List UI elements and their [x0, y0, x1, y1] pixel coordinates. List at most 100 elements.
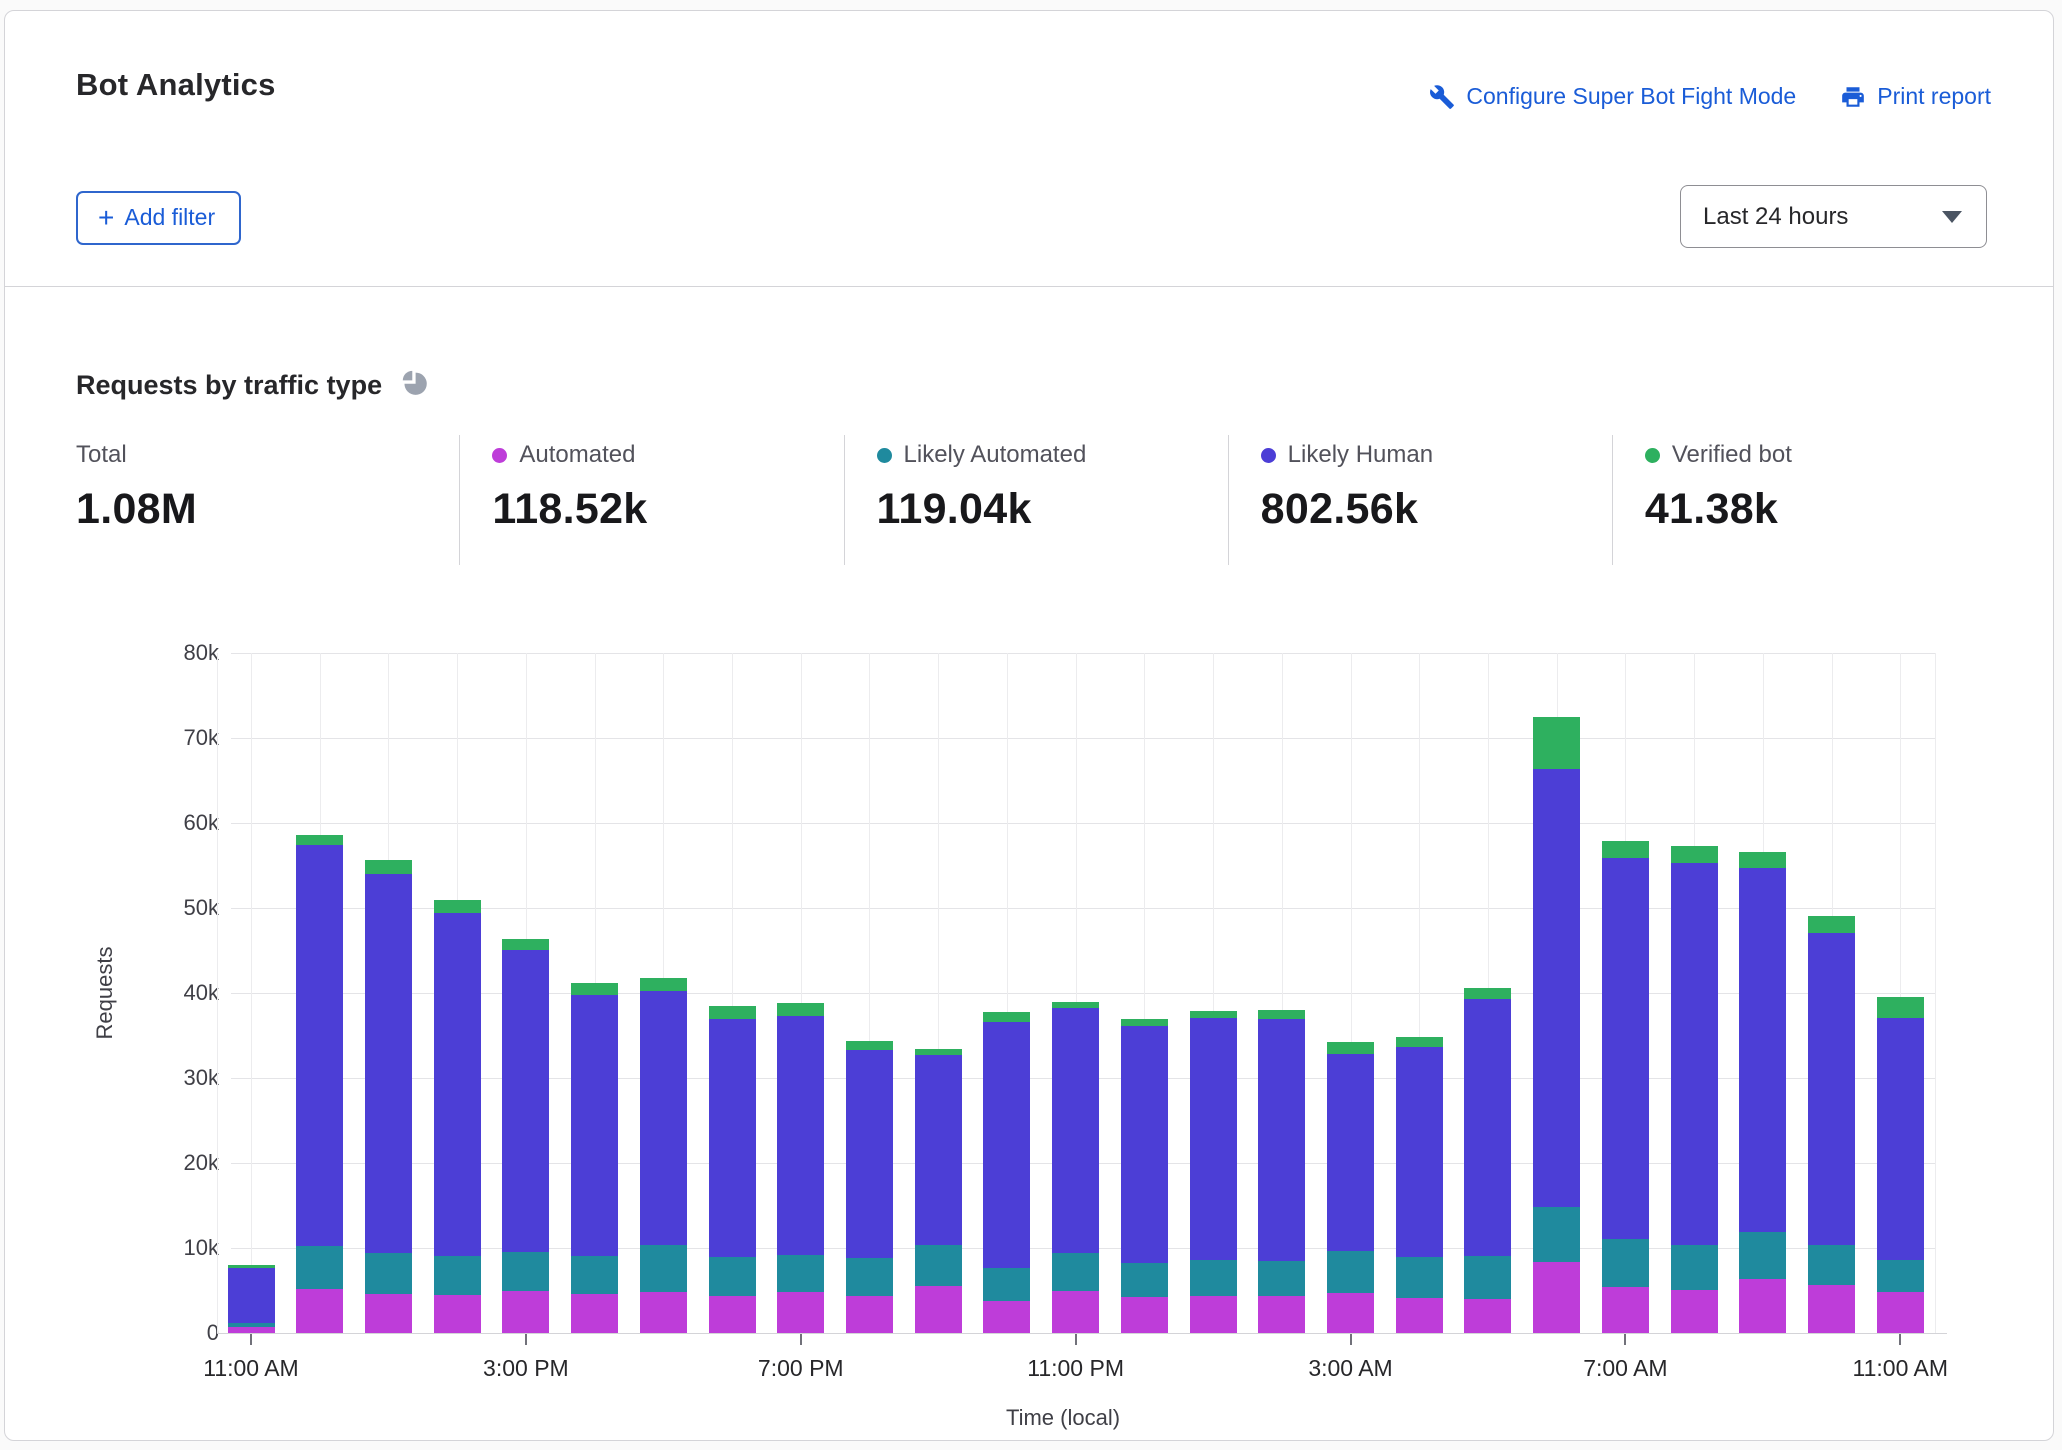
stacked-bar-12-00-pm[interactable]: [296, 834, 344, 1333]
x-gridline: [1213, 653, 1215, 1333]
bar-segment-automated: [1670, 1290, 1718, 1333]
y-gridline: [231, 993, 1935, 994]
y-axis-tick-label: 40k: [183, 980, 219, 1005]
stacked-bar-3-00-am[interactable]: [1327, 1042, 1375, 1333]
x-axis-line: [216, 1333, 1947, 1334]
plot-left-edge: [216, 653, 218, 1333]
stacked-bar-8-00-am[interactable]: [1670, 845, 1718, 1333]
bar-segment-likely-automated: [708, 1257, 756, 1296]
bar-segment-automated: [1052, 1291, 1100, 1333]
bar-segment-likely-human: [777, 1015, 825, 1255]
bar-segment-automated: [983, 1300, 1031, 1333]
bar-segment-likely-automated: [296, 1246, 344, 1289]
stacked-bar-6-00-am[interactable]: [1533, 716, 1581, 1333]
stacked-bar-2-00-am[interactable]: [1258, 1010, 1306, 1333]
x-axis-tick: [799, 1334, 802, 1345]
bar-segment-automated: [433, 1294, 481, 1333]
header-divider: [5, 286, 2053, 287]
bar-segment-likely-automated: [1533, 1207, 1581, 1262]
bar-segment-verified-bot: [1876, 997, 1924, 1018]
bar-segment-likely-automated: [1189, 1259, 1237, 1297]
bar-segment-likely-automated: [1739, 1231, 1787, 1280]
bar-segment-likely-human: [502, 950, 550, 1253]
stat-total[interactable]: Total 1.08M: [76, 435, 459, 565]
bar-segment-likely-automated: [1120, 1263, 1168, 1298]
time-range-dropdown[interactable]: Last 24 hours: [1680, 185, 1987, 248]
bar-segment-likely-automated: [777, 1254, 825, 1293]
bar-segment-automated: [1601, 1287, 1649, 1333]
bar-segment-automated: [502, 1291, 550, 1333]
stacked-bar-11-00-pm[interactable]: [1052, 1001, 1100, 1334]
y-gridline: [231, 908, 1935, 909]
bar-segment-verified-bot: [1189, 1010, 1237, 1018]
bar-segment-automated: [1533, 1262, 1581, 1333]
bar-segment-verified-bot: [639, 977, 687, 992]
chevron-down-icon: [1942, 210, 1962, 223]
stat-likely-automated[interactable]: Likely Automated 119.04k: [843, 435, 1228, 565]
stat-verified-bot-label: Verified bot: [1671, 441, 1792, 468]
bar-segment-verified-bot: [296, 834, 344, 846]
bar-segment-likely-human: [1120, 1026, 1168, 1264]
stacked-bar-10-00-pm[interactable]: [983, 1011, 1031, 1333]
stacked-bar-1-00-am[interactable]: [1189, 1010, 1237, 1333]
bar-segment-automated: [571, 1293, 619, 1333]
x-axis-tick: [524, 1334, 527, 1345]
bar-segment-likely-human: [914, 1055, 962, 1246]
add-filter-label: Add filter: [124, 204, 216, 230]
x-axis-tick-label: 11:00 AM: [1852, 1355, 1948, 1381]
stacked-bar-5-00-pm[interactable]: [639, 977, 687, 1333]
stat-likely-human-label: Likely Human: [1287, 441, 1434, 468]
bar-segment-automated: [1189, 1296, 1237, 1333]
x-axis-tick: [1624, 1334, 1627, 1345]
bar-segment-likely-automated: [1327, 1251, 1375, 1294]
y-axis-tick-label: 70k: [183, 725, 219, 750]
bar-segment-likely-automated: [983, 1268, 1031, 1301]
x-axis-tick-label: 11:00 PM: [1027, 1355, 1124, 1381]
plus-icon: +: [98, 201, 115, 233]
bar-segment-automated: [777, 1292, 825, 1333]
stacked-bar-12-00-am[interactable]: [1120, 1019, 1168, 1333]
bar-segment-verified-bot: [502, 939, 550, 951]
bar-segment-likely-automated: [1601, 1238, 1649, 1288]
x-gridline: [1144, 653, 1146, 1333]
add-filter-button[interactable]: + Add filter: [76, 191, 242, 245]
print-report-link[interactable]: Print report: [1840, 83, 1991, 110]
stacked-bar-5-00-am[interactable]: [1464, 987, 1512, 1333]
stacked-bar-1-00-pm[interactable]: [364, 859, 412, 1333]
x-gridline: [800, 653, 802, 1333]
stacked-bar-9-00-pm[interactable]: [914, 1049, 962, 1333]
automated-dot-icon: [492, 447, 508, 463]
stacked-bar-11-00-am[interactable]: [227, 1265, 275, 1333]
stacked-bar-3-00-pm[interactable]: [502, 939, 550, 1333]
stat-likely-human[interactable]: Likely Human 802.56k: [1227, 435, 1612, 565]
stacked-bar-4-00-am[interactable]: [1395, 1037, 1443, 1333]
stat-verified-bot[interactable]: Verified bot 41.38k: [1611, 435, 1996, 565]
bar-segment-likely-human: [1052, 1008, 1100, 1254]
bar-segment-verified-bot: [1052, 1001, 1100, 1009]
stacked-bar-7-00-am[interactable]: [1601, 840, 1649, 1333]
stat-total-value: 1.08M: [76, 485, 198, 533]
stacked-bar-10-00-am[interactable]: [1808, 915, 1856, 1333]
stacked-bar-4-00-pm[interactable]: [571, 982, 619, 1333]
stacked-bar-11-00-am[interactable]: [1876, 997, 1924, 1333]
bar-segment-verified-bot: [1395, 1037, 1443, 1048]
bar-segment-automated: [1808, 1284, 1856, 1333]
stacked-bar-6-00-pm[interactable]: [708, 1005, 756, 1333]
bar-segment-likely-human: [1464, 998, 1512, 1257]
stacked-bar-7-00-pm[interactable]: [777, 1003, 825, 1333]
bar-segment-likely-automated: [1395, 1257, 1443, 1298]
stacked-bar-9-00-am[interactable]: [1739, 851, 1787, 1333]
bar-segment-likely-automated: [639, 1244, 687, 1293]
stacked-bar-2-00-pm[interactable]: [433, 899, 481, 1334]
bar-segment-automated: [1739, 1279, 1787, 1333]
bar-segment-automated: [1120, 1297, 1168, 1333]
configure-super-bot-fight-mode-link[interactable]: Configure Super Bot Fight Mode: [1429, 83, 1796, 110]
bar-segment-verified-bot: [845, 1040, 893, 1050]
stacked-bar-8-00-pm[interactable]: [845, 1040, 893, 1333]
stats-row: Total 1.08M Automated 118.52k Likely Aut…: [76, 435, 1996, 565]
bar-segment-likely-automated: [914, 1245, 962, 1287]
y-axis-tick-label: 60k: [183, 810, 219, 835]
stat-automated[interactable]: Automated 118.52k: [459, 435, 843, 565]
pie-chart-icon: [400, 367, 429, 403]
bar-segment-likely-human: [1876, 1017, 1924, 1260]
